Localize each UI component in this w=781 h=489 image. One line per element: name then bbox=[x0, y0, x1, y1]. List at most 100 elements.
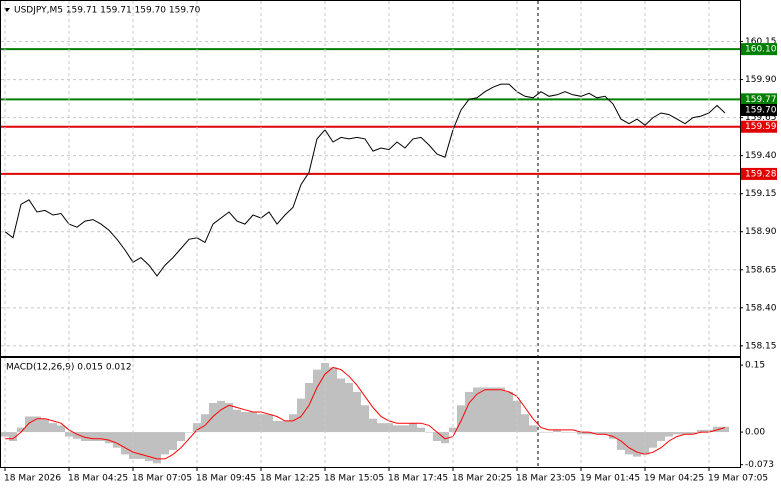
histogram-bar bbox=[1, 432, 9, 437]
histogram-bar bbox=[241, 412, 249, 433]
histogram-bar bbox=[473, 387, 481, 433]
histogram-bar bbox=[385, 423, 393, 433]
y-tick-label: 160.15 bbox=[745, 37, 777, 47]
histogram-bar bbox=[593, 432, 601, 435]
histogram-bar bbox=[97, 432, 105, 442]
x-tick-label: 18 Mar 2026 bbox=[4, 474, 61, 484]
histogram-bar bbox=[697, 429, 705, 433]
histogram-bar bbox=[305, 382, 313, 433]
histogram-bar bbox=[57, 425, 65, 433]
histogram-bar bbox=[209, 403, 217, 433]
histogram-bar bbox=[153, 432, 161, 464]
histogram-bar bbox=[553, 429, 561, 433]
last-price-label: 159.70 bbox=[745, 106, 777, 116]
histogram-bar bbox=[633, 432, 641, 457]
histogram-bar bbox=[401, 425, 409, 433]
level-label-box bbox=[741, 120, 777, 133]
histogram-bar bbox=[441, 432, 449, 444]
histogram-bar bbox=[529, 425, 537, 433]
histogram-bar bbox=[513, 400, 521, 433]
histogram-bar bbox=[289, 414, 297, 433]
histogram-bar bbox=[145, 432, 153, 462]
histogram-bar bbox=[41, 418, 49, 433]
level-label: 160.10 bbox=[745, 45, 777, 55]
histogram-bar bbox=[489, 387, 497, 433]
y-tick-label: 159.15 bbox=[745, 189, 777, 199]
histogram-bar bbox=[161, 432, 169, 455]
histogram-bar bbox=[369, 418, 377, 433]
histogram-bar bbox=[377, 423, 385, 433]
histogram-bar bbox=[337, 378, 345, 433]
histogram-bar bbox=[625, 432, 633, 455]
histogram-bar bbox=[9, 432, 17, 442]
y-tick-label: 158.65 bbox=[745, 265, 777, 275]
histogram-bar bbox=[505, 391, 513, 433]
histogram-bar bbox=[577, 432, 585, 435]
histogram-bar bbox=[17, 427, 25, 433]
histogram-bar bbox=[569, 432, 577, 433]
macd-panel-frame bbox=[0, 357, 741, 468]
histogram-bar bbox=[681, 432, 689, 435]
histogram-bar bbox=[105, 432, 113, 444]
x-tick-label: 18 Mar 23:05 bbox=[516, 474, 576, 484]
x-tick-label: 19 Mar 04:25 bbox=[644, 474, 704, 484]
x-tick-label: 18 Mar 20:25 bbox=[452, 474, 512, 484]
histogram-bar bbox=[601, 432, 609, 435]
histogram-bar bbox=[649, 432, 657, 448]
level-label-box bbox=[741, 93, 777, 106]
histogram-bar bbox=[537, 432, 545, 433]
x-tick-label: 18 Mar 15:05 bbox=[324, 474, 384, 484]
last-price-box bbox=[741, 104, 777, 116]
x-tick-label: 18 Mar 04:25 bbox=[68, 474, 128, 484]
histogram-bar bbox=[585, 432, 593, 435]
histogram-bar bbox=[225, 403, 233, 433]
x-tick-label: 18 Mar 09:45 bbox=[196, 474, 256, 484]
histogram-bar bbox=[657, 432, 665, 442]
y-tick-label: 159.40 bbox=[745, 151, 777, 161]
x-tick-label: 19 Mar 01:45 bbox=[580, 474, 640, 484]
histogram-bar bbox=[313, 369, 321, 433]
y-tick-label: 158.15 bbox=[745, 341, 777, 351]
y-tick-label: 158.40 bbox=[745, 303, 777, 313]
histogram-bar bbox=[433, 432, 441, 442]
histogram-bar bbox=[33, 416, 41, 433]
histogram-bar bbox=[481, 387, 489, 433]
y-tick-label: 0.00 bbox=[745, 428, 765, 438]
histogram-bar bbox=[353, 391, 361, 433]
histogram-bar bbox=[425, 432, 433, 433]
level-label: 159.59 bbox=[745, 122, 777, 132]
histogram-bar bbox=[169, 432, 177, 450]
histogram-bar bbox=[233, 409, 241, 433]
level-label-box bbox=[741, 43, 777, 56]
histogram-bar bbox=[721, 426, 729, 433]
histogram-bar bbox=[561, 432, 569, 433]
histogram-bar bbox=[417, 427, 425, 433]
histogram-bar bbox=[545, 432, 553, 433]
level-label: 159.77 bbox=[745, 95, 777, 105]
histogram-bar bbox=[89, 432, 97, 442]
histogram-bar bbox=[185, 432, 193, 433]
histogram-bar bbox=[409, 423, 417, 433]
macd-title: MACD(12,26,9) 0.015 0.012 bbox=[6, 363, 132, 373]
histogram-bar bbox=[217, 400, 225, 433]
histogram-bar bbox=[273, 420, 281, 433]
y-tick-label: -0.073 bbox=[745, 460, 774, 470]
histogram-bar bbox=[121, 432, 129, 455]
price-line bbox=[4, 83, 726, 277]
histogram-bar bbox=[193, 423, 201, 433]
histogram-bar bbox=[177, 432, 185, 442]
price-panel-frame bbox=[0, 0, 741, 357]
histogram-bar bbox=[65, 432, 73, 437]
histogram-bar bbox=[297, 398, 305, 433]
histogram-bar bbox=[521, 414, 529, 433]
histogram-bar bbox=[257, 414, 265, 433]
histogram-bar bbox=[137, 432, 145, 459]
x-tick-label: 18 Mar 12:25 bbox=[260, 474, 320, 484]
histogram-bar bbox=[201, 414, 209, 433]
y-tick-label: 158.90 bbox=[745, 227, 777, 237]
histogram-bar bbox=[665, 432, 673, 437]
histogram-bar bbox=[73, 432, 81, 439]
histogram-bar bbox=[497, 387, 505, 433]
histogram-bar bbox=[265, 414, 273, 433]
